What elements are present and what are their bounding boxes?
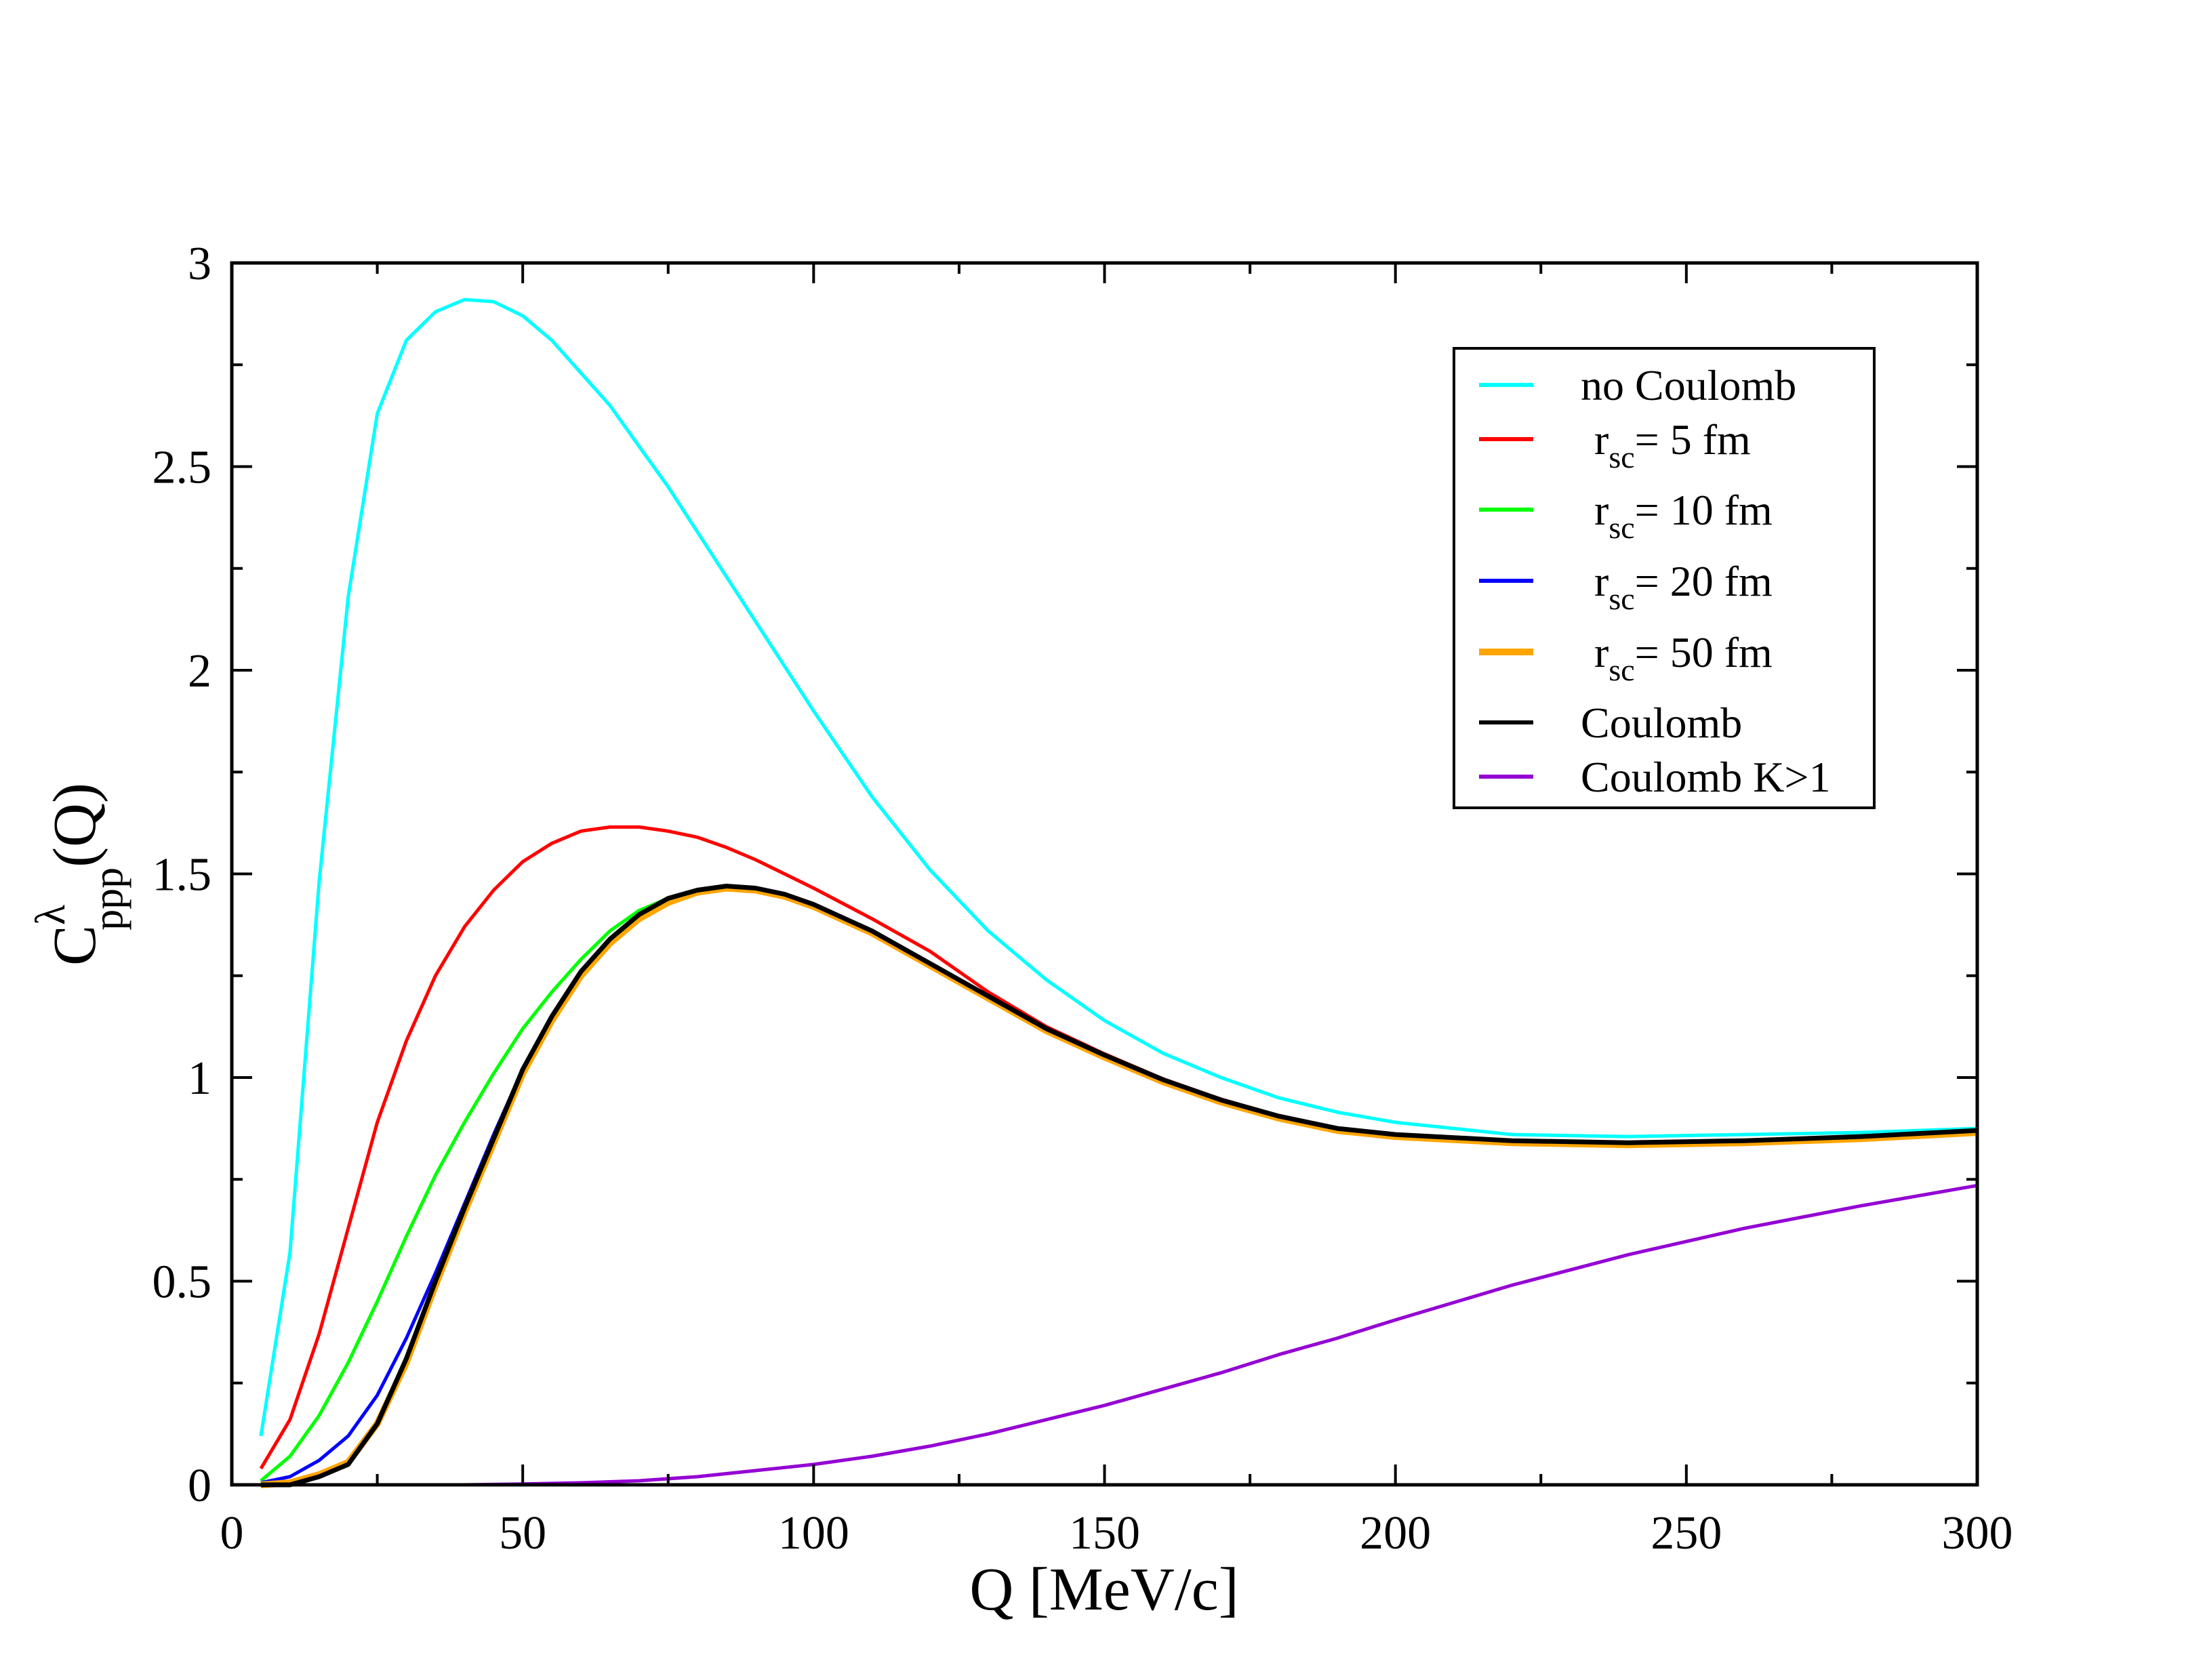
series-line-1	[259, 825, 1978, 1470]
legend: no Coulomb rsc= 5 fm rsc= 10 fm rsc= 20 fm r…	[1453, 347, 1876, 809]
series-layer	[259, 298, 1978, 1488]
legend-box	[1453, 347, 1876, 809]
x-tick-label: 200	[1360, 1507, 1431, 1559]
y-tick-label: 0	[188, 1460, 211, 1512]
y-title-main: C	[41, 925, 108, 966]
series-line-3	[260, 884, 1978, 1485]
y-tick-label: 2.5	[153, 442, 212, 494]
legend-label-3: rsc= 20 fm	[1594, 557, 1773, 616]
series-line-6	[260, 1183, 1978, 1487]
x-tick-label: 100	[778, 1507, 849, 1559]
y-title-sup: λ	[28, 905, 74, 925]
x-axis-title: Q [MeV/c]	[969, 1556, 1238, 1623]
x-tick-label: 300	[1942, 1507, 2013, 1559]
legend-label-5: Coulomb	[1581, 699, 1742, 747]
y-title-rest: (Q)	[41, 783, 108, 867]
series-line-2	[260, 884, 1978, 1482]
x-tick-label: 150	[1069, 1507, 1140, 1559]
x-tick-label: 0	[220, 1507, 244, 1559]
legend-label-2: rsc= 10 fm	[1594, 486, 1773, 545]
legend-label-6: Coulomb K>1	[1581, 753, 1831, 801]
y-tick-label: 1.5	[153, 849, 212, 901]
series-line-0	[259, 298, 1978, 1437]
x-tick-label: 50	[499, 1507, 546, 1559]
legend-label-0: no Coulomb	[1581, 361, 1796, 409]
y-axis-title: Cλ ppp(Q)	[28, 783, 132, 966]
x-tick-label: 250	[1651, 1507, 1722, 1559]
series-line-4	[260, 884, 1978, 1488]
y-title-sub: ppp	[85, 867, 132, 930]
y-tick-label: 3	[188, 238, 211, 290]
y-tick-label: 0.5	[153, 1256, 212, 1309]
ticks-layer: 0 50 100 150 200 250 300 0 0.5 1 1.5 2 2.5 3	[153, 238, 2013, 1559]
legend-label-4: rsc= 50 fm	[1594, 628, 1773, 687]
series-line-5	[260, 884, 1978, 1488]
legend-label-1: rsc= 5 fm	[1594, 415, 1751, 474]
y-tick-label: 2	[188, 645, 211, 697]
y-tick-label: 1	[188, 1052, 211, 1105]
